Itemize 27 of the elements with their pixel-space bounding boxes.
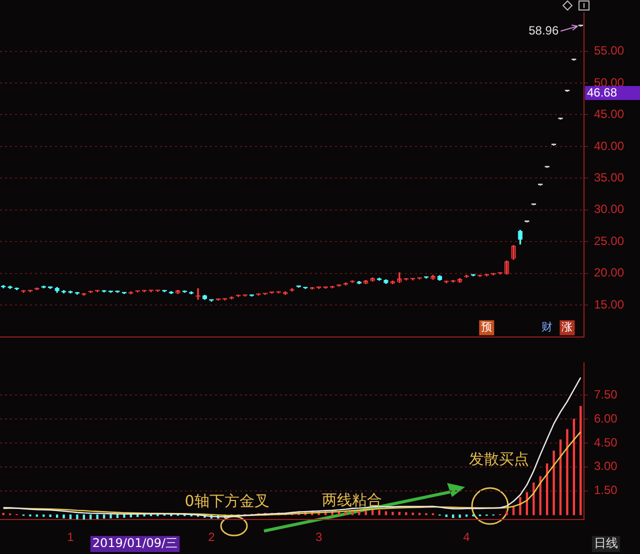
- y-tick-label: 6.00: [594, 411, 618, 426]
- annotation: 两线粘合: [322, 490, 382, 509]
- y-tick-label: 45.00: [594, 107, 624, 122]
- annotation: 涨: [562, 320, 573, 334]
- text: 46.68: [587, 85, 618, 100]
- x-tick-label: 3: [316, 530, 323, 544]
- y-tick-label: 7.50: [594, 387, 618, 402]
- y-tick-label: 40.00: [594, 138, 624, 153]
- y-tick-label: 30.00: [594, 202, 624, 216]
- annotation: 58.96: [528, 23, 559, 38]
- annotation: 财: [542, 320, 553, 334]
- y-tick-label: 55.00: [594, 44, 624, 58]
- x-tick-label: 2: [208, 530, 216, 544]
- y-tick-label: 25.00: [594, 234, 624, 248]
- annotation: 发散买点: [469, 450, 529, 468]
- y-tick-label: 15.00: [594, 297, 624, 312]
- x-tick-label: 4: [463, 530, 470, 544]
- x-tick-label: 1: [67, 530, 74, 544]
- text: 2019/01/09/三: [92, 536, 178, 550]
- text: 日线: [594, 536, 618, 550]
- y-tick-label: 1.50: [594, 483, 618, 498]
- annotation: 预: [481, 320, 492, 334]
- y-tick-label: 20.00: [594, 266, 624, 280]
- annotation: 0轴下方金叉: [184, 492, 270, 510]
- y-tick-label: 35.00: [594, 170, 624, 184]
- y-tick-label: 3.00: [594, 459, 618, 474]
- y-tick-label: 4.50: [594, 435, 618, 450]
